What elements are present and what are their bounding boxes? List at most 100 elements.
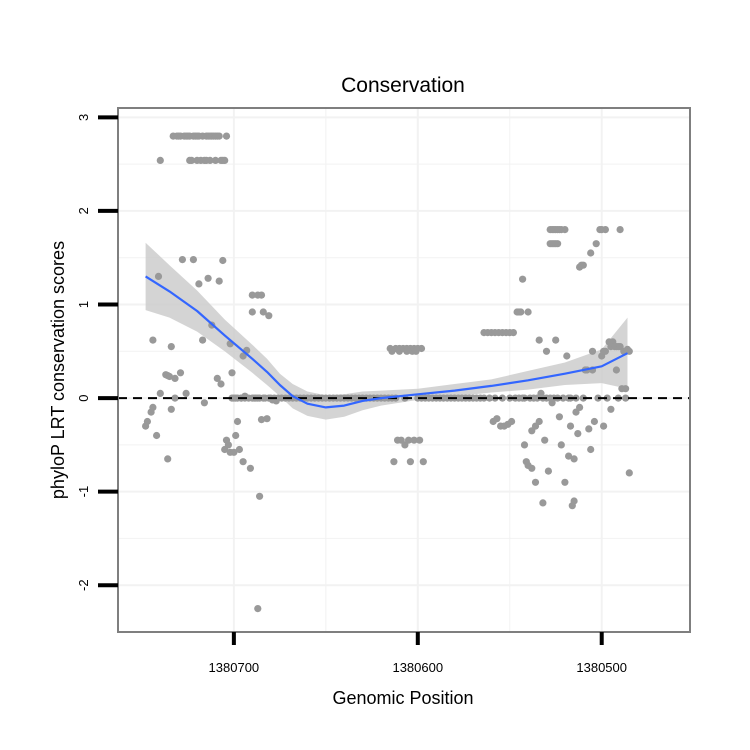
data-point: [592, 240, 600, 248]
data-point: [199, 336, 207, 344]
data-point: [485, 394, 494, 402]
data-point: [552, 336, 560, 344]
data-point: [143, 417, 151, 426]
data-point: [211, 156, 220, 164]
data-point: [156, 389, 164, 397]
data-point: [149, 336, 157, 344]
data-point: [416, 436, 424, 444]
data-point: [559, 394, 567, 402]
data-point: [544, 467, 553, 475]
data-point: [406, 458, 414, 466]
data-point: [390, 458, 398, 466]
data-point: [239, 352, 247, 360]
data-point: [587, 445, 595, 454]
data-point: [542, 347, 551, 355]
data-point: [171, 394, 179, 402]
data-point: [601, 347, 610, 355]
data-point: [235, 445, 243, 454]
data-point: [417, 344, 426, 353]
data-point: [206, 156, 214, 164]
data-point: [541, 436, 549, 444]
data-point: [182, 389, 190, 397]
data-point: [600, 422, 608, 430]
data-points: [142, 132, 633, 613]
data-point: [230, 448, 238, 456]
data-point: [528, 464, 536, 472]
x-axis-title: Genomic Position: [332, 688, 473, 708]
data-point: [563, 352, 571, 360]
data-point: [524, 308, 532, 316]
plot-frame: [117, 107, 691, 633]
confidence-band-layer: [145, 242, 628, 420]
data-point: [622, 385, 630, 393]
smooth-curve-layer: [145, 275, 628, 409]
data-point: [213, 374, 221, 382]
data-point: [603, 394, 611, 402]
data-point: [587, 249, 595, 257]
data-point: [576, 403, 584, 411]
data-point: [574, 430, 582, 438]
data-point: [508, 417, 516, 426]
data-point: [239, 458, 247, 466]
data-point: [259, 308, 267, 316]
data-point: [519, 275, 527, 283]
data-point: [228, 369, 236, 377]
data-point: [517, 308, 525, 316]
data-point: [232, 431, 240, 440]
data-point: [156, 156, 164, 164]
data-point: [561, 226, 569, 234]
data-point: [233, 417, 242, 426]
data-point: [195, 280, 203, 288]
data-point: [153, 431, 161, 440]
data-point: [154, 272, 163, 280]
data-point: [625, 469, 633, 477]
data-point: [188, 156, 196, 164]
data-point: [176, 369, 185, 377]
data-point: [204, 274, 212, 282]
data-point: [257, 291, 266, 299]
data-point: [257, 416, 266, 424]
smooth-line: [145, 275, 628, 409]
chart-title: Conservation: [341, 74, 465, 97]
data-point: [200, 399, 208, 407]
data-point: [178, 256, 186, 264]
data-point: [579, 261, 587, 269]
data-point: [254, 605, 262, 613]
data-point: [248, 308, 256, 316]
data-point: [616, 226, 624, 234]
data-point: [625, 347, 633, 355]
data-point: [222, 132, 231, 140]
confidence-band: [145, 242, 628, 420]
data-point: [509, 329, 517, 337]
x-tick-label: 1380600: [392, 660, 443, 675]
data-point: [612, 366, 621, 374]
data-point: [215, 277, 223, 285]
data-point: [493, 415, 501, 423]
x-tick-label: 1380500: [576, 660, 627, 675]
data-point: [219, 256, 227, 265]
plot-frame-layer: [117, 107, 691, 633]
data-point: [189, 256, 197, 264]
data-point: [554, 240, 562, 248]
y-tick-label: 1: [76, 301, 91, 308]
data-point: [221, 156, 229, 164]
data-point: [555, 413, 564, 421]
data-point: [601, 226, 610, 234]
data-point: [167, 343, 175, 351]
data-point: [570, 497, 578, 505]
data-point: [531, 478, 540, 486]
x-tick-label: 1380700: [209, 660, 260, 675]
data-point: [622, 394, 630, 402]
data-point: [405, 436, 413, 444]
data-point: [217, 380, 225, 388]
data-point: [167, 405, 175, 413]
data-point: [165, 372, 174, 381]
data-point: [590, 417, 599, 426]
data-point: [215, 132, 223, 140]
data-point: [171, 374, 179, 382]
data-point: [561, 478, 569, 486]
data-point: [566, 422, 575, 430]
data-point: [565, 452, 573, 460]
data-point: [256, 492, 264, 500]
